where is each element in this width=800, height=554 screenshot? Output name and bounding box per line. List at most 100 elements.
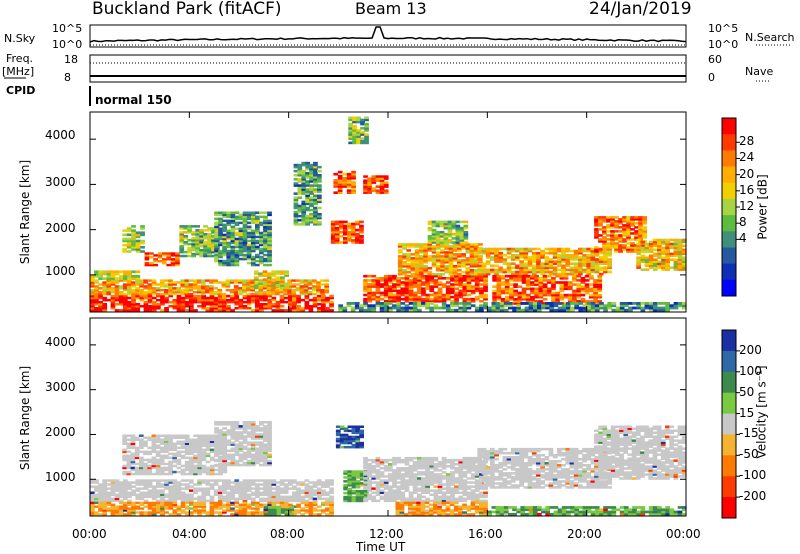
echo-cell bbox=[630, 222, 635, 225]
echo-cell bbox=[234, 307, 240, 310]
echo-cell bbox=[317, 184, 322, 187]
echo-cell bbox=[515, 258, 520, 261]
echo-cell bbox=[677, 248, 683, 252]
echo-cell bbox=[123, 483, 128, 486]
echo-cell bbox=[160, 483, 165, 486]
echo-cell bbox=[131, 513, 136, 516]
echo-cell bbox=[226, 241, 232, 245]
echo-cell bbox=[406, 245, 412, 248]
echo-cell bbox=[455, 220, 461, 224]
echo-cell bbox=[375, 281, 381, 284]
echo-cell bbox=[423, 265, 428, 268]
echo-cell bbox=[329, 511, 334, 514]
echo-cell bbox=[417, 289, 422, 293]
echo-cell bbox=[203, 252, 208, 256]
echo-cell bbox=[238, 463, 244, 467]
echo-cell bbox=[246, 449, 252, 452]
echo-band-2 bbox=[90, 270, 141, 280]
echo-cell bbox=[584, 291, 590, 295]
echo-cell bbox=[234, 259, 240, 263]
echo-cell bbox=[263, 499, 268, 503]
echo-cell bbox=[135, 303, 141, 306]
echo-cell bbox=[441, 293, 447, 297]
echo-cell bbox=[410, 261, 416, 264]
echo-cell bbox=[180, 493, 186, 496]
echo-cell bbox=[203, 235, 208, 238]
echo-cell bbox=[183, 225, 189, 228]
echo-cell bbox=[474, 308, 480, 312]
echo-cell bbox=[246, 215, 252, 219]
echo-cell bbox=[222, 447, 227, 450]
echo-cell bbox=[205, 511, 211, 514]
echo-cell bbox=[147, 483, 153, 486]
echo-cell bbox=[673, 260, 679, 263]
echo-cell bbox=[214, 463, 219, 467]
echo-cell bbox=[147, 466, 152, 470]
echo-cell bbox=[238, 445, 244, 448]
echo-cell bbox=[379, 183, 385, 186]
echo-cell bbox=[184, 456, 190, 460]
echo-cell bbox=[280, 286, 285, 289]
echo-cell bbox=[230, 213, 236, 217]
echo-cell bbox=[496, 274, 502, 278]
echo-cell bbox=[537, 302, 542, 305]
echo-cell bbox=[451, 224, 457, 228]
echo-cell bbox=[673, 238, 679, 242]
echo-cell bbox=[383, 293, 389, 297]
echo-cell bbox=[238, 449, 244, 452]
echo-cell bbox=[500, 298, 506, 301]
echo-cell bbox=[648, 306, 654, 310]
echo-cell bbox=[610, 224, 615, 227]
echo-cell bbox=[474, 295, 480, 299]
echo-cell bbox=[122, 434, 127, 437]
echo-cell bbox=[230, 431, 236, 434]
echo-cell bbox=[201, 300, 207, 304]
echo-cell bbox=[159, 462, 165, 466]
echo-cell bbox=[312, 485, 318, 488]
echo-cell bbox=[250, 298, 256, 302]
echo-cell bbox=[242, 233, 248, 237]
echo-cell bbox=[149, 262, 154, 265]
echo-cell bbox=[622, 240, 627, 243]
echo-cell bbox=[530, 289, 535, 293]
echo-cell bbox=[135, 507, 141, 510]
echo-cell bbox=[346, 183, 352, 186]
echo-cell bbox=[233, 292, 239, 296]
echo-cell bbox=[135, 241, 141, 245]
echo-cell bbox=[500, 289, 506, 293]
echo-cell bbox=[500, 287, 506, 291]
echo-cell bbox=[139, 446, 144, 450]
echo-cell bbox=[242, 241, 248, 245]
echo-cell bbox=[363, 281, 368, 284]
echo-cell bbox=[640, 260, 646, 263]
echo-cell bbox=[283, 499, 289, 503]
echo-cell bbox=[569, 254, 575, 257]
echo-cell bbox=[250, 285, 255, 288]
echo-cell bbox=[246, 461, 252, 465]
echo-cell bbox=[195, 244, 200, 248]
echo-cell bbox=[582, 268, 587, 272]
echo-cell bbox=[359, 304, 364, 308]
echo-cell bbox=[652, 254, 658, 257]
echo-cell bbox=[541, 306, 546, 310]
echo-cell bbox=[582, 264, 587, 268]
echo-cell bbox=[263, 243, 268, 247]
echo-cell bbox=[110, 303, 116, 306]
echo-cell bbox=[448, 247, 454, 250]
echo-cell bbox=[455, 232, 461, 236]
echo-cell bbox=[234, 239, 240, 243]
echo-cell bbox=[222, 470, 228, 474]
echo-cell bbox=[521, 289, 527, 293]
echo-cell bbox=[462, 289, 468, 293]
echo-cell bbox=[262, 272, 268, 275]
echo-cell bbox=[230, 433, 236, 436]
echo-cell bbox=[308, 509, 314, 512]
echo-cell bbox=[324, 291, 329, 294]
echo-cell bbox=[337, 179, 343, 182]
echo-cell bbox=[334, 220, 340, 224]
echo-cell bbox=[160, 309, 165, 312]
echo-cell bbox=[259, 305, 264, 308]
echo-cell bbox=[234, 241, 240, 245]
echo-cell bbox=[102, 505, 108, 508]
echo-cell bbox=[563, 281, 569, 284]
